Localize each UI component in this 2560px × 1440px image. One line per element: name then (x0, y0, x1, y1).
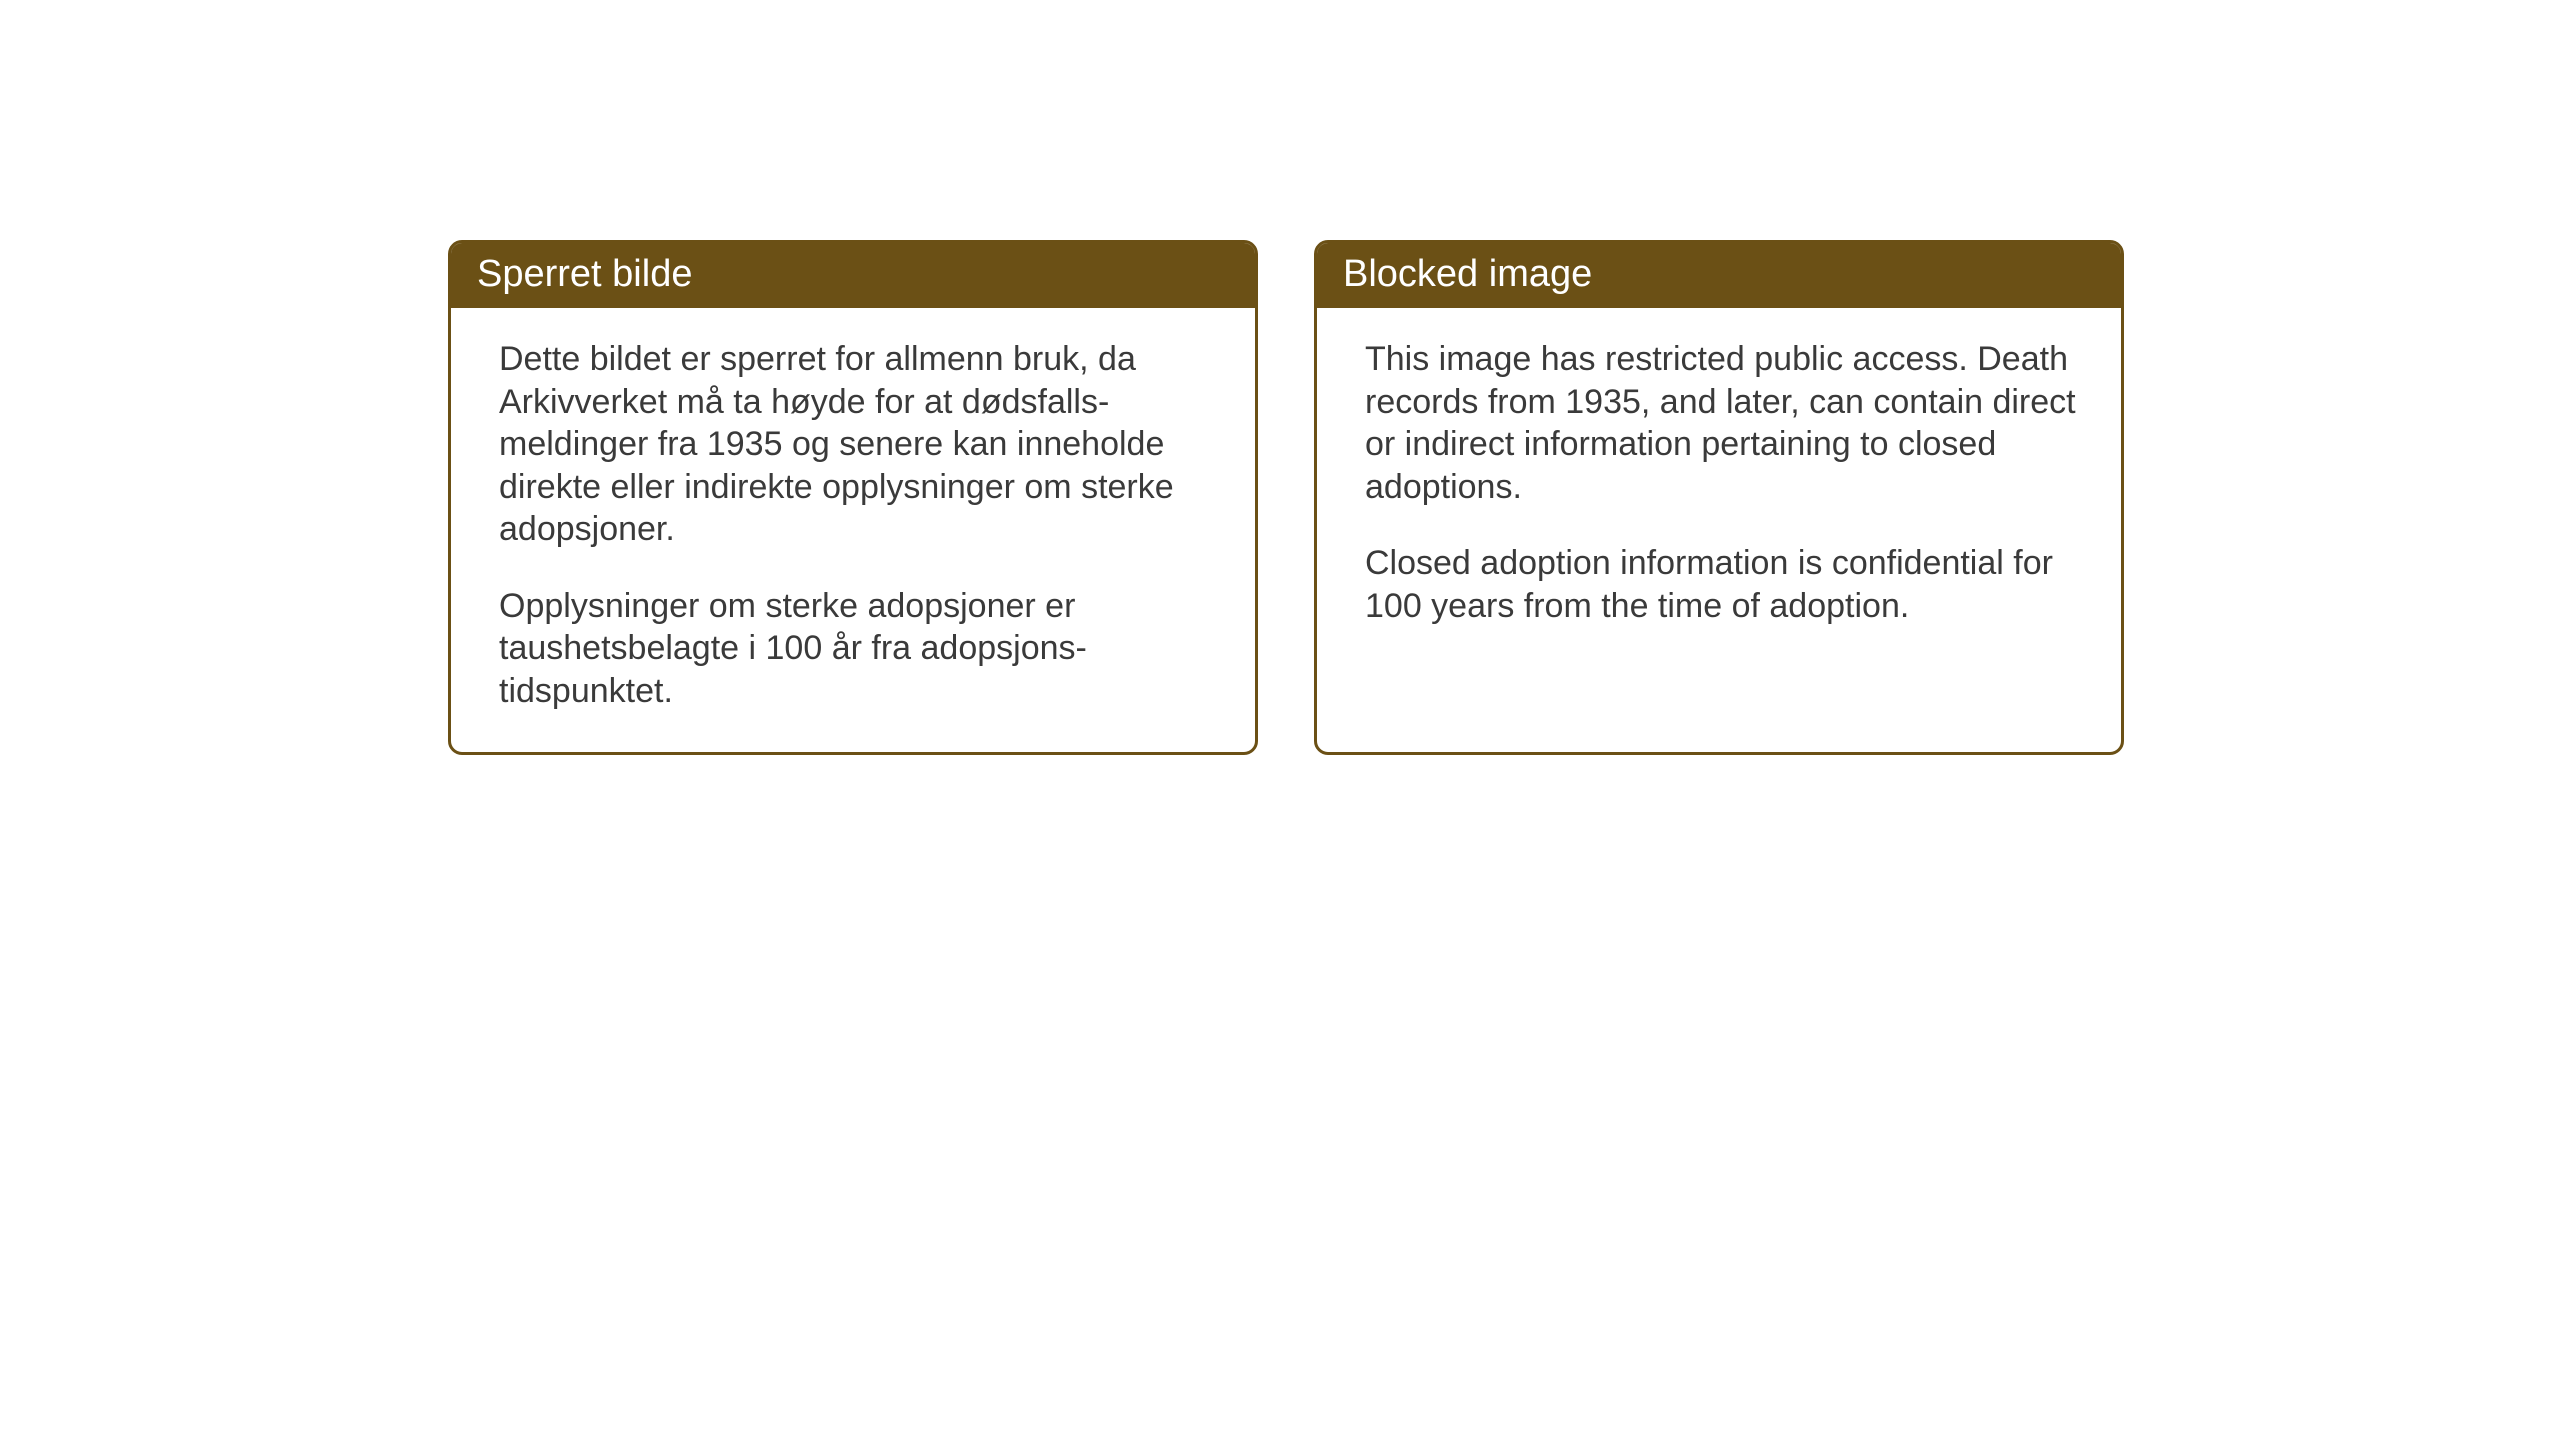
card-paragraph-norwegian-2: Opplysninger om sterke adopsjoner er tau… (499, 585, 1213, 713)
notice-cards-container: Sperret bilde Dette bildet er sperret fo… (448, 240, 2124, 755)
card-title-english: Blocked image (1343, 253, 1592, 295)
card-paragraph-english-2: Closed adoption information is confident… (1365, 542, 2079, 627)
notice-card-english: Blocked image This image has restricted … (1314, 240, 2124, 755)
card-paragraph-norwegian-1: Dette bildet er sperret for allmenn bruk… (499, 338, 1213, 551)
notice-card-norwegian: Sperret bilde Dette bildet er sperret fo… (448, 240, 1258, 755)
card-header-norwegian: Sperret bilde (451, 243, 1255, 308)
card-paragraph-english-1: This image has restricted public access.… (1365, 338, 2079, 508)
card-header-english: Blocked image (1317, 243, 2121, 308)
card-body-english: This image has restricted public access.… (1317, 308, 2121, 667)
card-title-norwegian: Sperret bilde (477, 253, 692, 295)
card-body-norwegian: Dette bildet er sperret for allmenn bruk… (451, 308, 1255, 752)
